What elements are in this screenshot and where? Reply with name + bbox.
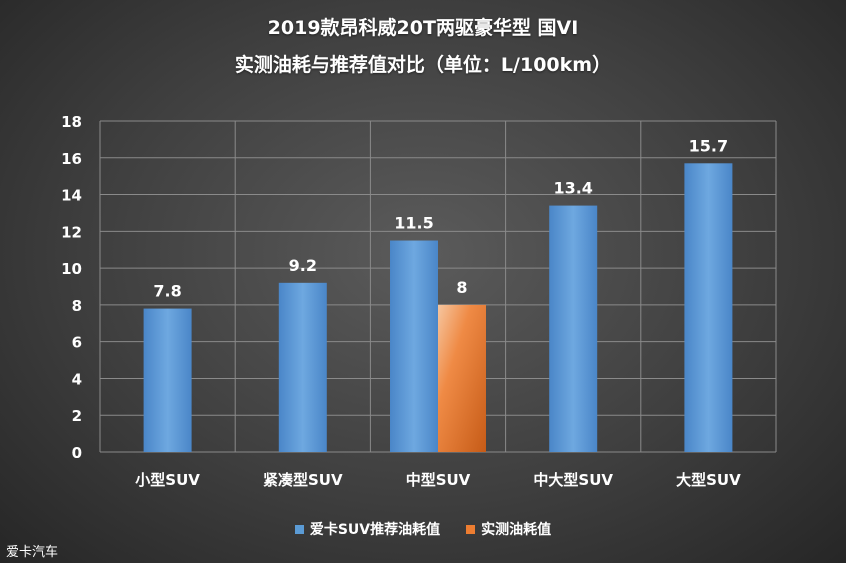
data-label: 9.2 — [289, 256, 317, 275]
bar-recommended — [278, 282, 327, 452]
legend: 爱卡SUV推荐油耗值 实测油耗值 — [0, 519, 846, 539]
data-label: 8 — [456, 278, 467, 297]
data-label: 7.8 — [153, 282, 181, 301]
y-tick-label: 12 — [61, 223, 82, 241]
legend-swatch-blue — [294, 524, 304, 534]
gridlines — [99, 120, 777, 453]
x-category-label: 大型SUV — [676, 471, 741, 489]
x-category-label: 小型SUV — [135, 471, 200, 489]
x-category-label: 中型SUV — [406, 471, 471, 489]
legend-label-recommended: 爱卡SUV推荐油耗值 — [309, 522, 441, 538]
bar-recommended — [143, 308, 192, 452]
bar-recommended — [390, 240, 438, 452]
legend-label-measured: 实测油耗值 — [481, 522, 552, 538]
y-tick-label: 4 — [72, 370, 82, 388]
x-category-label: 中大型SUV — [533, 471, 613, 489]
data-label: 15.7 — [689, 136, 728, 155]
y-tick-label: 14 — [61, 187, 82, 205]
y-tick-label: 0 — [72, 444, 82, 462]
y-tick-label: 2 — [72, 407, 82, 425]
legend-item-recommended: 爱卡SUV推荐油耗值 — [294, 519, 441, 539]
y-tick-label: 18 — [61, 113, 82, 131]
y-tick-label: 6 — [72, 334, 82, 352]
legend-swatch-orange — [466, 524, 476, 534]
legend-item-measured: 实测油耗值 — [466, 519, 551, 539]
x-category-label: 紧凑型SUV — [263, 471, 343, 489]
bars — [143, 163, 733, 453]
y-axis: 0 2 4 6 8 10 12 14 16 18 — [61, 113, 82, 462]
data-label: 11.5 — [394, 214, 433, 233]
y-tick-label: 8 — [72, 297, 82, 315]
y-tick-label: 10 — [61, 260, 82, 278]
bar-recommended — [549, 205, 598, 452]
y-tick-label: 16 — [61, 150, 82, 168]
chart-subtitle: 实测油耗与推荐值对比（单位：L/100km） — [234, 54, 612, 76]
bar-recommended — [684, 163, 733, 453]
watermark-text: 爱卡汽车 — [6, 545, 59, 560]
data-label: 13.4 — [553, 179, 592, 198]
bar-measured — [438, 304, 486, 452]
data-labels: 7.8 9.2 11.5 8 13.4 15.7 — [153, 136, 728, 300]
x-axis: 小型SUV 紧凑型SUV 中型SUV 中大型SUV 大型SUV — [135, 471, 741, 489]
chart-title: 2019款昂科威20T两驱豪华型 国VI — [267, 17, 579, 39]
